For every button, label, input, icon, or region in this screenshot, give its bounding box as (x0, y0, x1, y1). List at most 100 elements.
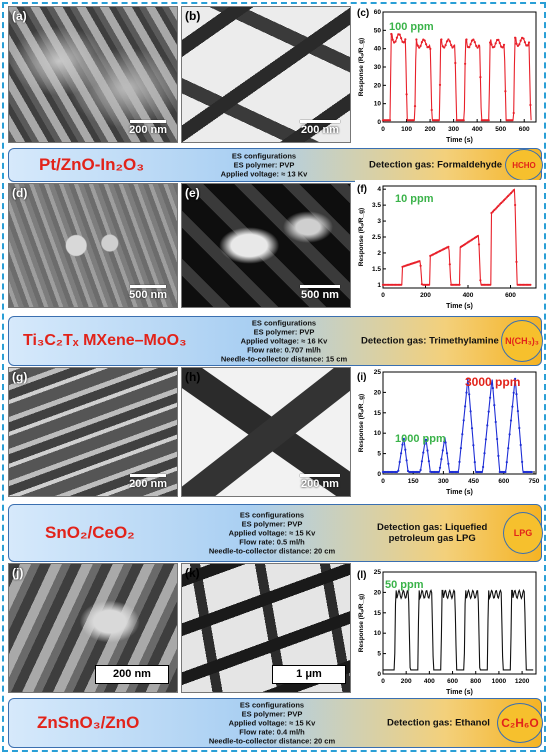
data-point (487, 410, 490, 413)
data-point (440, 458, 443, 461)
plot-frame (382, 571, 537, 675)
data-point (458, 460, 461, 463)
data-point (404, 448, 407, 451)
data-point (440, 38, 443, 41)
data-point (514, 203, 517, 207)
detection-gas: Detection gas: Liquefied petroleum gas LP… (377, 522, 488, 544)
data-point (490, 382, 493, 385)
es-config: ES configurations ES polymer: PVP Applied … (208, 510, 336, 556)
data-point (498, 203, 501, 206)
data-point (462, 419, 465, 422)
data-point (427, 283, 430, 286)
data-point (438, 466, 442, 469)
data-point (400, 452, 403, 455)
data-point (508, 193, 511, 196)
y-tick-label: 50 (374, 27, 382, 34)
data-point (491, 210, 494, 213)
scale-bar: 500 nm (300, 285, 340, 301)
data-point (416, 44, 419, 47)
x-tick-label: 400 (424, 678, 435, 685)
scale-bar: 200 nm (300, 120, 340, 136)
data-point (518, 426, 521, 430)
data-point (508, 433, 511, 436)
material-name: ZnSnO₃/ZnO (37, 713, 140, 732)
scale-bar: 200 nm (300, 474, 340, 490)
panel-label: (k) (185, 566, 200, 580)
x-axis-label: Time (s) (446, 137, 473, 144)
banner-row-4: ZnSnO₃/ZnO ES configurations ES polymer: … (8, 698, 543, 748)
data-point (498, 41, 501, 45)
gas-formula-badge: HCHO (505, 149, 543, 181)
y-tick-label: 0 (377, 671, 381, 678)
data-point (507, 194, 510, 197)
data-point (402, 41, 405, 44)
data-point (429, 47, 432, 51)
data-point (505, 196, 508, 199)
data-point (497, 454, 500, 457)
y-tick-label: 0 (377, 119, 381, 126)
y-tick-label: 10 (374, 430, 382, 437)
y-tick-label: 25 (374, 369, 382, 376)
gas-formula-badge: C₂H₆O (497, 703, 543, 743)
y-tick-label: 20 (374, 589, 382, 596)
data-point (472, 444, 475, 447)
y-tick-label: 25 (374, 569, 382, 576)
x-tick-label: 100 (401, 126, 412, 133)
data-point (430, 108, 433, 112)
data-point (445, 40, 449, 43)
x-tick-label: 1000 (492, 678, 507, 685)
data-point (509, 192, 513, 195)
data-point (464, 405, 467, 408)
data-point (516, 44, 519, 48)
data-point (509, 419, 513, 422)
panel-label: (g) (12, 370, 28, 384)
data-point (526, 44, 529, 47)
material-name: Pt/ZnO-In₂O₃ (39, 155, 145, 174)
data-point (502, 43, 506, 46)
data-point (496, 437, 499, 441)
data-point (445, 452, 449, 455)
y-tick-label: 20 (374, 389, 382, 396)
data-point (489, 283, 492, 286)
es-config: ES configurations ES polymer: PVP Applied … (220, 318, 348, 364)
data-point (418, 470, 421, 474)
sem-image-j: (j) 200 nm (8, 563, 178, 693)
data-point (519, 443, 522, 447)
data-point (519, 39, 522, 42)
data-point (521, 460, 524, 463)
data-point (412, 119, 415, 122)
data-point (490, 211, 493, 215)
response-chart-c: 0 100 200 300 400 500 600 0 10 20 30 40 50 60 Time (s)… (355, 6, 542, 146)
y-axis-label: Response (Rₐ/R_g) (358, 394, 365, 452)
x-tick-label: 800 (470, 678, 481, 685)
data-point (423, 39, 426, 42)
material-name: Ti₃C₂Tₓ MXene–MoO₃ (23, 332, 187, 349)
data-point (486, 424, 489, 427)
gas-formula-badge: LPG (503, 512, 543, 554)
data-point (504, 197, 507, 200)
concentration-label: 10 ppm (395, 193, 434, 205)
panel-label: (j) (12, 566, 24, 580)
y-tick-label: 1.5 (372, 266, 381, 273)
data-point (423, 442, 426, 445)
panel-label: (e) (185, 186, 200, 200)
x-tick-label: 400 (463, 292, 474, 299)
data-point (477, 44, 481, 47)
data-point (443, 46, 446, 49)
tem-image-h: (h) 200 nm (181, 367, 351, 497)
data-point (500, 201, 503, 205)
data-point (473, 461, 476, 464)
data-point (473, 41, 476, 44)
scale-bar: 200 nm (129, 474, 167, 490)
concentration-label: 3000 ppm (465, 375, 520, 389)
data-point (437, 470, 440, 474)
data-point (390, 32, 393, 36)
data-point (418, 46, 421, 49)
data-point (413, 105, 417, 108)
data-point (459, 447, 462, 450)
y-axis-label: Response (Rₐ/R_g) (358, 208, 365, 266)
data-point (405, 459, 408, 462)
x-tick-label: 600 (498, 478, 509, 485)
banner-row-2: Ti₃C₂Tₓ MXene–MoO₃ ES configurations ES p… (8, 316, 543, 366)
